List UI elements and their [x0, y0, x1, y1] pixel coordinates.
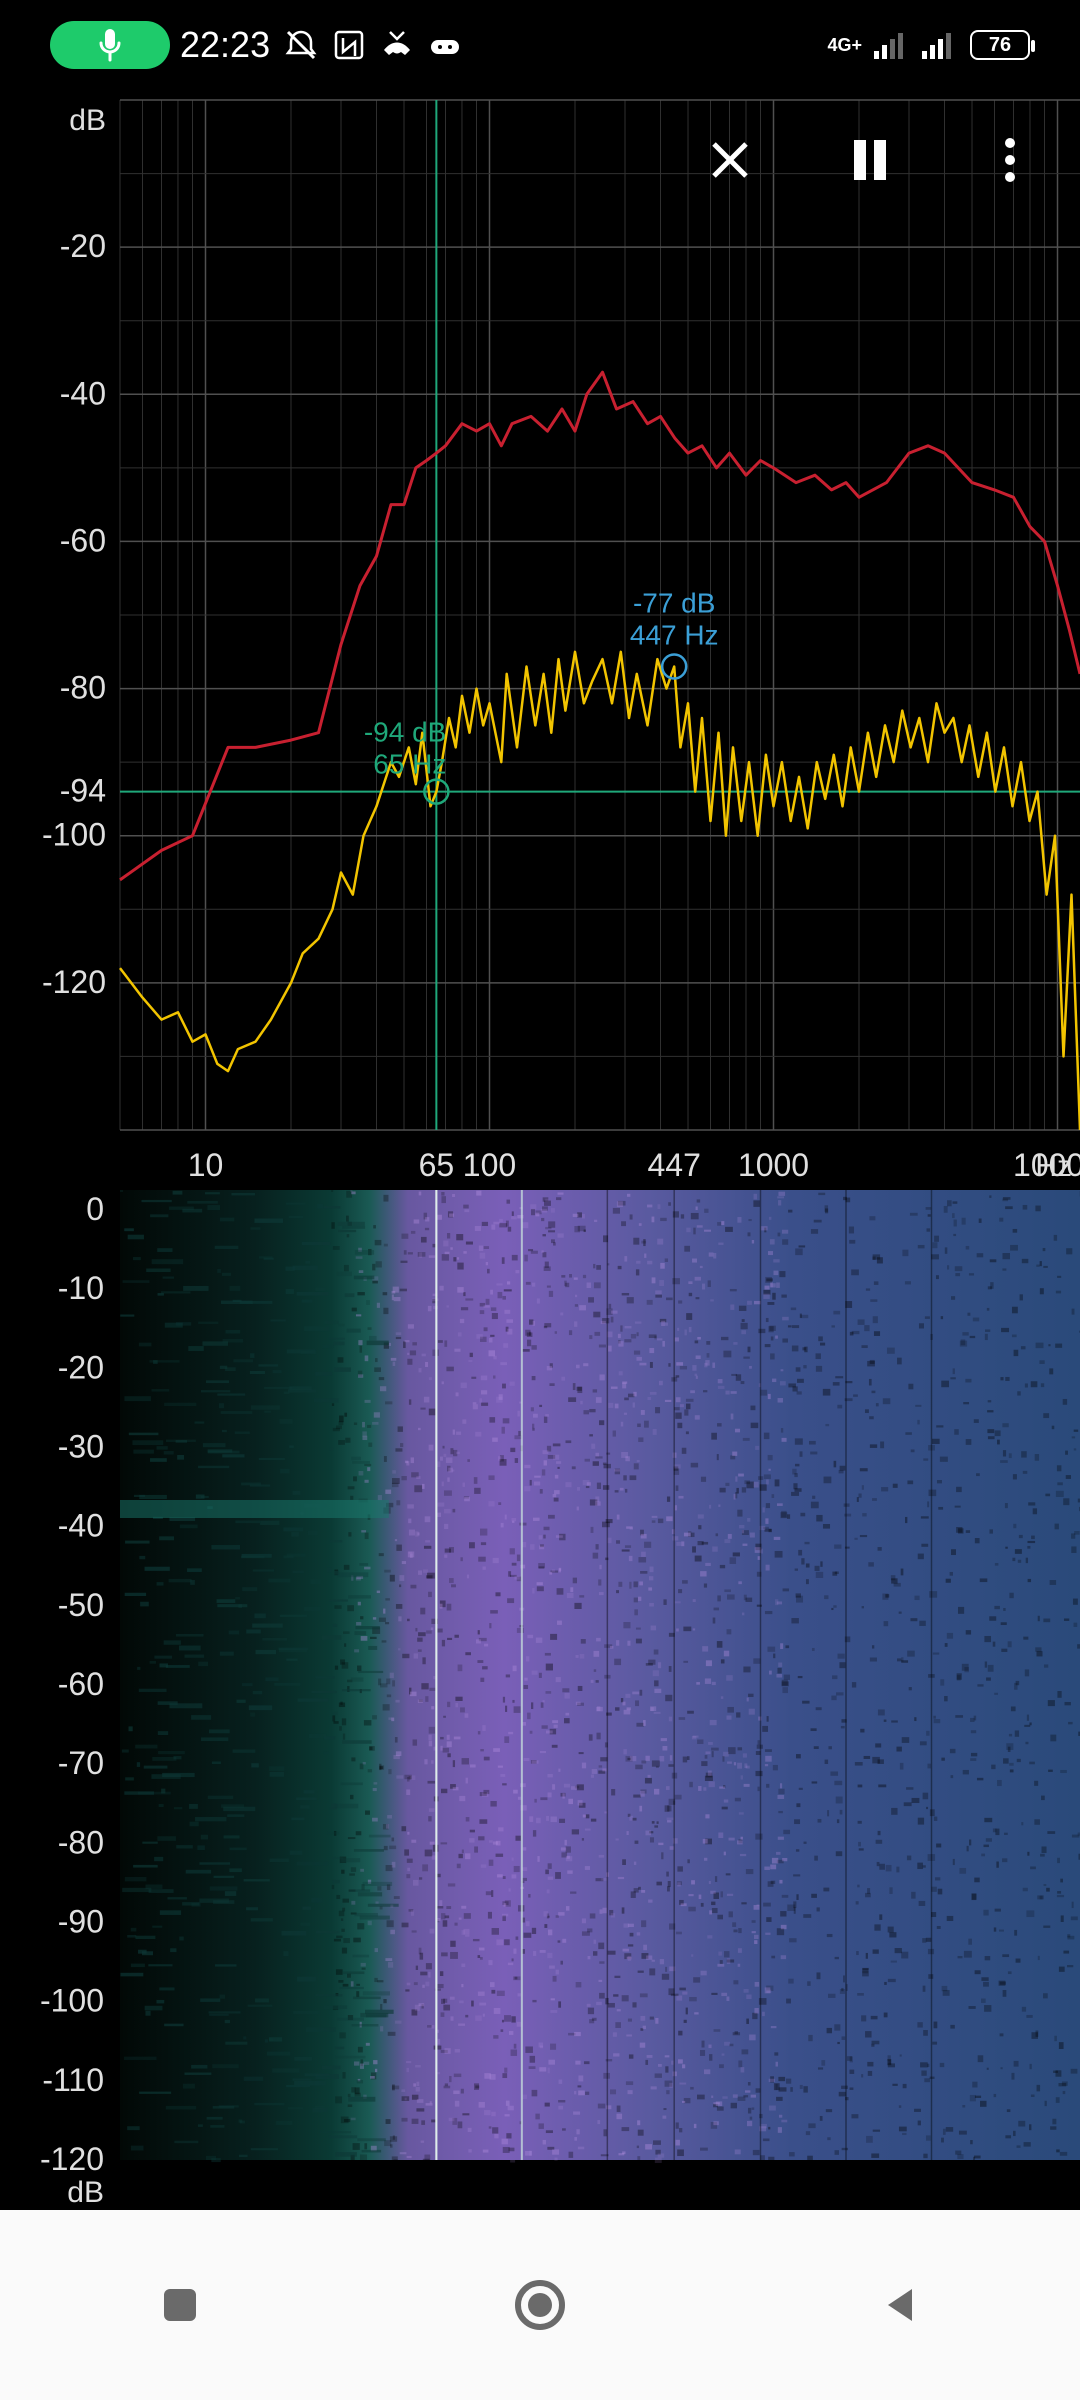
- svg-text:-94: -94: [60, 773, 106, 809]
- status-bar: 22:23 4G+ 76: [0, 0, 1080, 90]
- mic-icon: [97, 27, 123, 63]
- nfc-icon: [332, 28, 366, 62]
- circle-icon: [512, 2277, 568, 2333]
- back-button[interactable]: [870, 2275, 930, 2335]
- svg-text:-50: -50: [58, 1587, 104, 1623]
- svg-text:-30: -30: [58, 1429, 104, 1465]
- svg-text:10: 10: [188, 1147, 224, 1183]
- svg-text:-80: -80: [60, 670, 106, 706]
- svg-text:-77 dB: -77 dB: [633, 588, 716, 619]
- svg-text:-100: -100: [42, 817, 106, 853]
- svg-text:-120: -120: [42, 964, 106, 1000]
- svg-text:-60: -60: [60, 522, 106, 558]
- svg-text:100: 100: [463, 1147, 516, 1183]
- svg-text:447 Hz: 447 Hz: [630, 620, 719, 651]
- svg-text:-80: -80: [58, 1824, 104, 1860]
- menu-icon: [1003, 136, 1017, 184]
- home-button[interactable]: [510, 2275, 570, 2335]
- svg-text:65: 65: [419, 1147, 455, 1183]
- recent-apps-button[interactable]: [150, 2275, 210, 2335]
- missed-call-icon: [380, 28, 414, 62]
- svg-text:dB: dB: [67, 2176, 104, 2209]
- spectrogram-chart[interactable]: 0 -10 -20 -30 -40 -50 -60 -70 -80 -90 -100 -110 -120…: [0, 1190, 1080, 2210]
- svg-text:-20: -20: [58, 1349, 104, 1385]
- toolbar: [700, 130, 1040, 190]
- pause-icon: [850, 138, 890, 182]
- svg-text:-20: -20: [60, 228, 106, 264]
- svg-text:dB: dB: [69, 104, 106, 137]
- mic-recording-indicator[interactable]: [50, 21, 170, 69]
- menu-button[interactable]: [980, 130, 1040, 190]
- alarm-off-icon: [284, 28, 318, 62]
- svg-text:-60: -60: [58, 1666, 104, 1702]
- triangle-back-icon: [878, 2283, 922, 2327]
- close-button[interactable]: [700, 130, 760, 190]
- status-time: 22:23: [180, 24, 270, 66]
- controller-icon: [428, 28, 462, 62]
- svg-text:447: 447: [647, 1147, 700, 1183]
- svg-text:-120: -120: [40, 2141, 104, 2177]
- svg-text:-94 dB: -94 dB: [364, 717, 447, 748]
- navigation-bar: [0, 2210, 1080, 2400]
- network-type-label: 4G+: [827, 35, 862, 56]
- svg-text:-100: -100: [40, 1983, 104, 2019]
- svg-text:-110: -110: [42, 2062, 104, 2098]
- svg-text:Hz: Hz: [1035, 1150, 1072, 1183]
- svg-text:-90: -90: [58, 1904, 104, 1940]
- close-icon: [706, 136, 754, 184]
- battery-indicator: 76: [970, 30, 1030, 60]
- square-icon: [158, 2283, 202, 2327]
- svg-text:0: 0: [86, 1191, 104, 1227]
- battery-pct: 76: [989, 34, 1011, 57]
- signal-icon-2: [922, 31, 958, 59]
- svg-text:65 Hz: 65 Hz: [373, 749, 446, 780]
- svg-text:-10: -10: [58, 1270, 104, 1306]
- svg-text:-70: -70: [58, 1745, 104, 1781]
- spectrum-chart[interactable]: -94 dB65 Hz-77 dB447 Hz-20-40-60-80-100-…: [0, 90, 1080, 1190]
- pause-button[interactable]: [840, 130, 900, 190]
- svg-text:-40: -40: [60, 375, 106, 411]
- svg-text:1000: 1000: [738, 1147, 809, 1183]
- status-icons-left: [284, 28, 462, 62]
- signal-icon: [874, 31, 910, 59]
- svg-text:-40: -40: [58, 1508, 104, 1544]
- status-icons-right: 4G+ 76: [827, 30, 1030, 60]
